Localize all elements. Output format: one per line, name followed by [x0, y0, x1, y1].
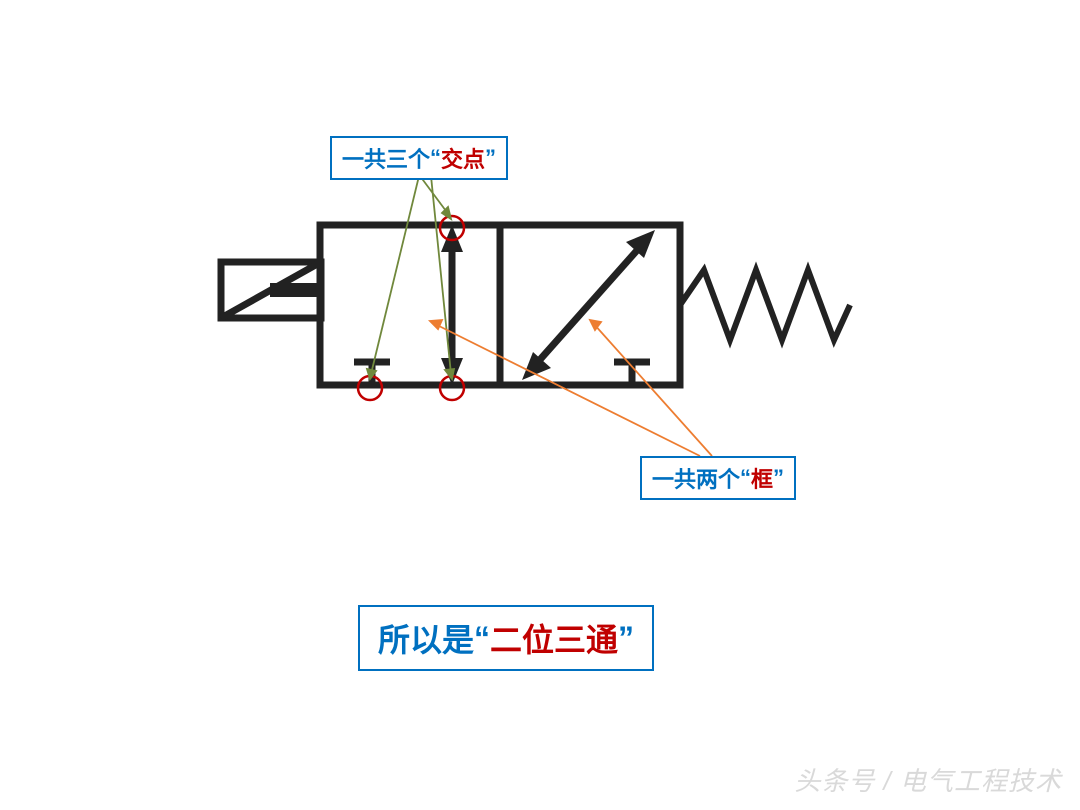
label-highlight: 二位三通 [490, 615, 618, 661]
quote-open: “ [740, 465, 751, 491]
watermark-text: 头条号 / 电气工程技术 [794, 761, 1062, 798]
label-prefix: 一共两个 [652, 462, 740, 494]
label-conclusion: 所以是 “ 二位三通 ” [358, 605, 654, 671]
label-prefix: 所以是 [378, 615, 474, 661]
label-highlight: 交点 [441, 142, 485, 174]
quote-close: ” [618, 620, 634, 657]
valve-symbol [221, 225, 850, 385]
diagram-canvas [0, 0, 1080, 810]
quote-open: “ [474, 620, 490, 657]
olive-leader-lines [367, 176, 454, 379]
quote-open: “ [430, 145, 441, 171]
quote-close: ” [485, 145, 496, 171]
quote-close: ” [773, 465, 784, 491]
label-two-boxes: 一共两个 “ 框 ” [640, 456, 796, 500]
label-prefix: 一共三个 [342, 142, 430, 174]
label-highlight: 框 [751, 462, 773, 494]
label-three-points: 一共三个 “ 交点 ” [330, 136, 508, 180]
